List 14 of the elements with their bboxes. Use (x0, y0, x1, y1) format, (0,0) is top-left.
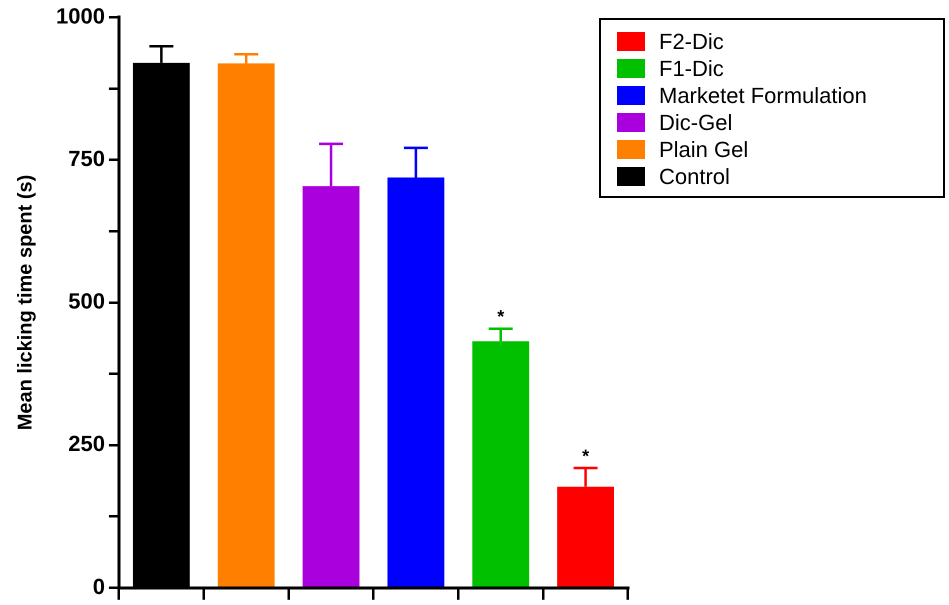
y-tick-label: 0 (92, 574, 105, 599)
legend-label: Control (659, 163, 730, 190)
legend-label: Marketet Formulation (659, 82, 867, 109)
legend-label: F1-Dic (659, 55, 724, 82)
y-tick-label: 250 (68, 431, 105, 456)
data-label: * (497, 306, 504, 327)
legend-label: Dic-Gel (659, 109, 732, 136)
y-axis-title: Mean licking time spent (s) (14, 174, 37, 430)
legend-label: F2-Dic (659, 28, 724, 55)
legend-label: Plain Gel (659, 136, 748, 163)
y-tick-label: 1000 (56, 3, 105, 28)
y-tick-label: 500 (68, 288, 105, 314)
y-tick-label: 750 (68, 146, 105, 171)
data-label: * (582, 446, 590, 466)
